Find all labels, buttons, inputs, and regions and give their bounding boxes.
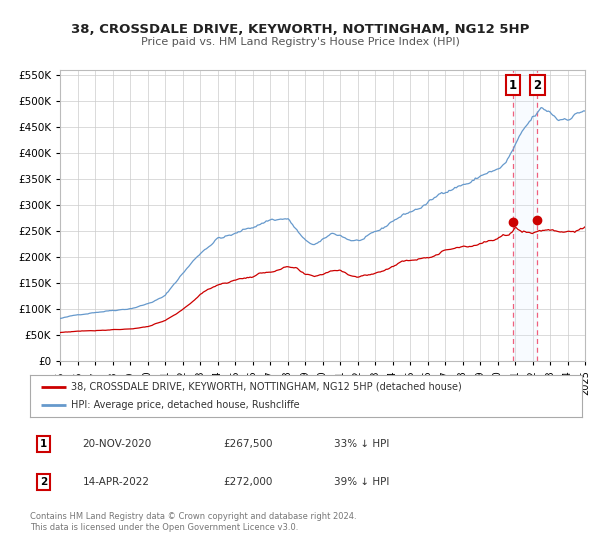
- Text: 1: 1: [40, 439, 47, 449]
- Text: £267,500: £267,500: [223, 439, 272, 449]
- Text: £272,000: £272,000: [223, 477, 272, 487]
- Text: 1: 1: [509, 79, 517, 92]
- Text: 2: 2: [40, 477, 47, 487]
- Text: HPI: Average price, detached house, Rushcliffe: HPI: Average price, detached house, Rush…: [71, 400, 300, 410]
- Bar: [513, 70, 538, 361]
- Text: 2: 2: [533, 79, 541, 92]
- Text: 39% ↓ HPI: 39% ↓ HPI: [334, 477, 389, 487]
- Text: 20-NOV-2020: 20-NOV-2020: [82, 439, 152, 449]
- Text: 14-APR-2022: 14-APR-2022: [82, 477, 149, 487]
- Text: Price paid vs. HM Land Registry's House Price Index (HPI): Price paid vs. HM Land Registry's House …: [140, 37, 460, 47]
- Text: 38, CROSSDALE DRIVE, KEYWORTH, NOTTINGHAM, NG12 5HP: 38, CROSSDALE DRIVE, KEYWORTH, NOTTINGHA…: [71, 22, 529, 36]
- Text: 38, CROSSDALE DRIVE, KEYWORTH, NOTTINGHAM, NG12 5HP (detached house): 38, CROSSDALE DRIVE, KEYWORTH, NOTTINGHA…: [71, 382, 462, 392]
- Text: Contains HM Land Registry data © Crown copyright and database right 2024.
This d: Contains HM Land Registry data © Crown c…: [30, 512, 356, 532]
- Text: 33% ↓ HPI: 33% ↓ HPI: [334, 439, 389, 449]
